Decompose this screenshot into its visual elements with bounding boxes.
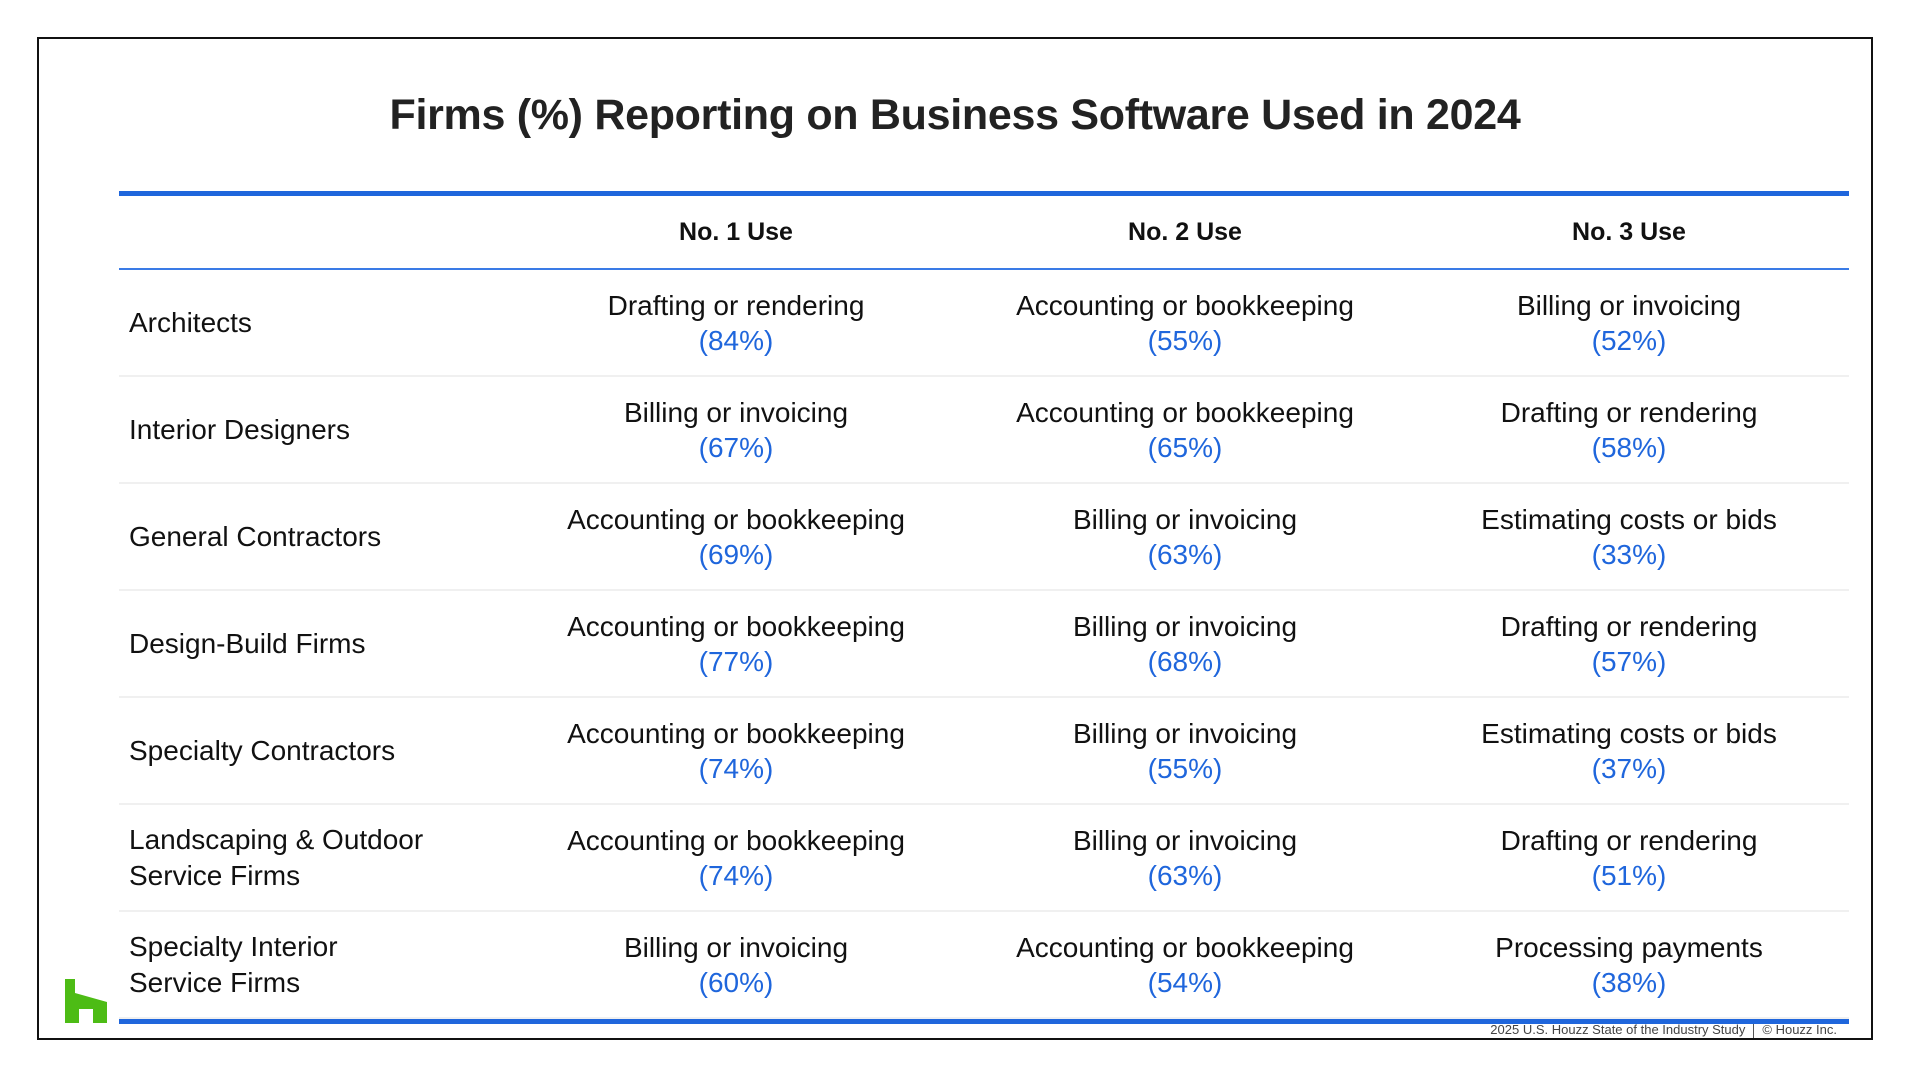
table-bottom-rule [119,1019,1849,1024]
use-percent: 55% [961,751,1409,786]
use-name: Billing or invoicing [1072,610,1298,642]
table-row: Specialty Interior Service Firms Billing … [119,912,1849,1019]
row-label: General Contractors [129,520,382,552]
row-label: Landscaping & Outdoor Service Firms [119,822,511,894]
use-percent: 54% [961,965,1409,1000]
use-percent: 84% [511,323,961,358]
use-percent: 68% [961,644,1409,679]
houzz-logo-icon [65,979,107,1023]
use-percent: 60% [511,965,961,1000]
use-percent: 74% [511,858,961,893]
use-percent: 55% [961,323,1409,358]
use-name: Billing or invoicing [1072,824,1298,856]
use-name: Accounting or bookkeeping [1016,396,1354,428]
use-name: Accounting or bookkeeping [567,503,905,535]
no2-use-cell: Accounting or bookkeeping55% [961,288,1409,358]
use-name: Billing or invoicing [1072,717,1298,749]
use-percent: 63% [961,537,1409,572]
no1-use-cell: Accounting or bookkeeping74% [511,716,961,786]
footer-credit: 2025 U.S. Houzz State of the Industry St… [1490,1022,1837,1038]
use-percent: 69% [511,537,961,572]
no1-use-cell: Billing or invoicing67% [511,395,961,465]
no2-use-cell: Billing or invoicing63% [961,502,1409,572]
use-name: Accounting or bookkeeping [1016,289,1354,321]
row-label-line: Specialty Interior [129,930,338,962]
use-name: Billing or invoicing [1516,289,1742,321]
no3-use-cell: Drafting or rendering57% [1409,609,1849,679]
table-row: Architects Drafting or rendering84% Acco… [119,270,1849,377]
header-no2-use: No. 2 Use [1128,217,1242,246]
use-name: Billing or invoicing [1072,503,1298,535]
use-percent: 74% [511,751,961,786]
use-name: Accounting or bookkeeping [1016,931,1354,963]
header-no1-use: No. 1 Use [679,217,793,246]
no2-use-cell: Accounting or bookkeeping65% [961,395,1409,465]
use-name: Estimating costs or bids [1481,717,1777,749]
no1-use-cell: Billing or invoicing60% [511,930,961,1000]
row-label-line: Service Firms [129,859,301,891]
table-row: Interior Designers Billing or invoicing6… [119,377,1849,484]
use-percent: 58% [1409,430,1849,465]
no2-use-cell: Billing or invoicing55% [961,716,1409,786]
row-label: Interior Designers [129,413,350,445]
no1-use-cell: Accounting or bookkeeping69% [511,502,961,572]
use-name: Drafting or rendering [1500,824,1758,856]
row-label: Specialty Interior Service Firms [119,929,511,1001]
use-percent: 51% [1409,858,1849,893]
table-row: Design-Build Firms Accounting or bookkee… [119,591,1849,698]
footer-copyright: © Houzz Inc. [1762,1022,1837,1037]
row-label: Design-Build Firms [129,627,366,659]
row-label-line: Landscaping & Outdoor [129,823,424,855]
row-label: Specialty Contractors [129,734,396,766]
table-row: General Contractors Accounting or bookke… [119,484,1849,591]
use-name: Drafting or rendering [607,289,865,321]
footer-source: 2025 U.S. Houzz State of the Industry St… [1490,1022,1746,1037]
no1-use-cell: Accounting or bookkeeping74% [511,823,961,893]
use-percent: 37% [1409,751,1849,786]
use-name: Billing or invoicing [623,396,849,428]
no2-use-cell: Billing or invoicing68% [961,609,1409,679]
no3-use-cell: Estimating costs or bids33% [1409,502,1849,572]
table-top-rule [119,191,1849,196]
use-name: Processing payments [1495,931,1763,963]
no1-use-cell: Drafting or rendering84% [511,288,961,358]
use-name: Estimating costs or bids [1481,503,1777,535]
page-title: Firms (%) Reporting on Business Software… [389,91,1521,139]
use-percent: 52% [1409,323,1849,358]
no3-use-cell: Estimating costs or bids37% [1409,716,1849,786]
slide-frame: Firms (%) Reporting on Business Software… [37,37,1873,1040]
table-row: Landscaping & Outdoor Service Firms Accou… [119,805,1849,912]
no1-use-cell: Accounting or bookkeeping77% [511,609,961,679]
header-no3-use: No. 3 Use [1572,217,1686,246]
use-percent: 57% [1409,644,1849,679]
use-name: Billing or invoicing [623,931,849,963]
table-header-row: No. 1 Use No. 2 Use No. 3 Use [119,196,1849,270]
use-percent: 38% [1409,965,1849,1000]
row-label: Architects [129,306,252,338]
use-percent: 67% [511,430,961,465]
software-use-table: No. 1 Use No. 2 Use No. 3 Use Architects… [119,191,1849,1024]
use-name: Drafting or rendering [1500,396,1758,428]
row-label-line: Service Firms [129,966,301,998]
table-row: Specialty Contractors Accounting or book… [119,698,1849,805]
no3-use-cell: Processing payments38% [1409,930,1849,1000]
no2-use-cell: Billing or invoicing63% [961,823,1409,893]
use-percent: 63% [961,858,1409,893]
use-name: Drafting or rendering [1500,610,1758,642]
use-percent: 65% [961,430,1409,465]
no2-use-cell: Accounting or bookkeeping54% [961,930,1409,1000]
use-percent: 77% [511,644,961,679]
use-name: Accounting or bookkeeping [567,824,905,856]
no3-use-cell: Billing or invoicing52% [1409,288,1849,358]
no3-use-cell: Drafting or rendering51% [1409,823,1849,893]
use-percent: 33% [1409,537,1849,572]
no3-use-cell: Drafting or rendering58% [1409,395,1849,465]
use-name: Accounting or bookkeeping [567,610,905,642]
footer-divider [1753,1023,1755,1038]
use-name: Accounting or bookkeeping [567,717,905,749]
